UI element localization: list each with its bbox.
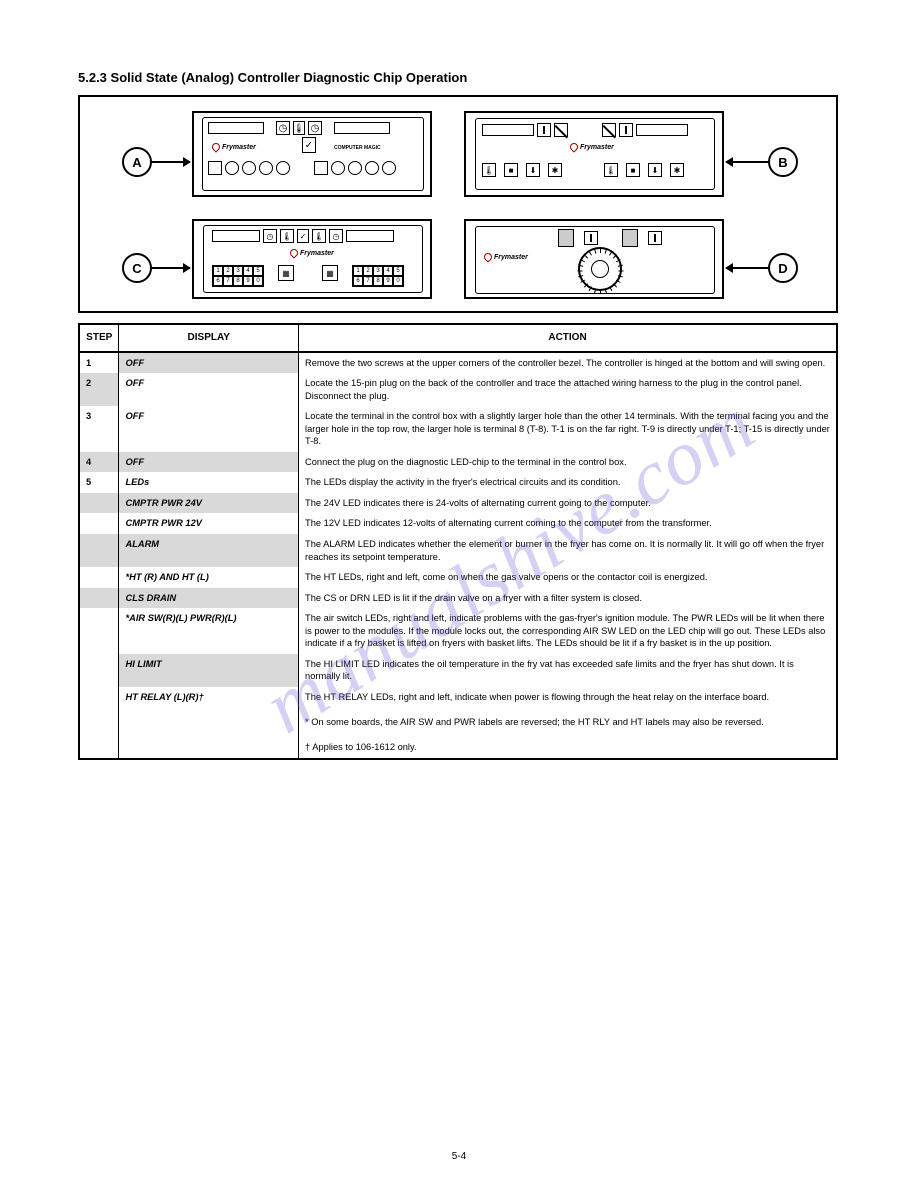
cell-action: The ALARM LED indicates whether the elem… [299, 534, 837, 567]
computer-magic-label: COMPUTER MAGIC [334, 145, 381, 151]
brand-logo: Frymaster [290, 249, 334, 257]
cell-step [79, 493, 119, 514]
table-row: 4OFFConnect the plug on the diagnostic L… [79, 452, 837, 473]
cell-step: 4 [79, 452, 119, 473]
arrow-d [726, 267, 768, 269]
cell-display: OFF [119, 352, 299, 374]
panel-label-a: A [122, 147, 152, 177]
col-header-step: STEP [79, 324, 119, 352]
diagnostic-steps-table: STEP DISPLAY ACTION 1OFFRemove the two s… [78, 323, 838, 760]
table-row: HI LIMITThe HI LIMIT LED indicates the o… [79, 654, 837, 687]
keypad-right: 12345 67890 [352, 265, 404, 287]
table-row: CLS DRAINThe CS or DRN LED is lit if the… [79, 588, 837, 609]
cell-action: Remove the two screws at the upper corne… [299, 352, 837, 374]
panel-label-b: B [768, 147, 798, 177]
table-row: ALARMThe ALARM LED indicates whether the… [79, 534, 837, 567]
cell-display: OFF [119, 406, 299, 452]
controller-panel-c: ◷🌡 ✓ 🌡◷ Frymaster 12345 67890 ▦ ▦ 12345 … [192, 219, 432, 299]
cell-step: 5 [79, 472, 119, 493]
section-heading: 5.2.3 Solid State (Analog) Controller Di… [78, 70, 840, 85]
keypad-left: 12345 67890 [212, 265, 264, 287]
cell-step [79, 608, 119, 654]
cell-action: Locate the terminal in the control box w… [299, 406, 837, 452]
col-header-display: DISPLAY [119, 324, 299, 352]
cell-display: LEDs [119, 472, 299, 493]
cell-action: The 12V LED indicates 12-volts of altern… [299, 513, 837, 534]
cell-action: The HT LEDs, right and left, come on whe… [299, 567, 837, 588]
panel-label-d: D [768, 253, 798, 283]
cell-display: HT RELAY (L)(R)† [119, 687, 299, 759]
cell-action: The CS or DRN LED is lit if the drain va… [299, 588, 837, 609]
cell-display: *AIR SW(R)(L) PWR(R)(L) [119, 608, 299, 654]
table-row: CMPTR PWR 24VThe 24V LED indicates there… [79, 493, 837, 514]
cell-step [79, 513, 119, 534]
cell-step [79, 534, 119, 567]
controller-panel-b: Frymaster 🌡 ■ ⬇ ✱ 🌡 ■ ⬇ ✱ [464, 111, 724, 197]
cell-display: CMPTR PWR 24V [119, 493, 299, 514]
col-header-action: ACTION [299, 324, 837, 352]
page-number: 5-4 [0, 1151, 918, 1162]
cell-action: Locate the 15-pin plug on the back of th… [299, 373, 837, 406]
controller-panel-a: ◷ 🌡 ◷ Frymaster ✓ COMPUTER MAGIC [192, 111, 432, 197]
cell-action: Connect the plug on the diagnostic LED-c… [299, 452, 837, 473]
cell-display: CLS DRAIN [119, 588, 299, 609]
cell-step [79, 567, 119, 588]
cell-step: 1 [79, 352, 119, 374]
cell-step [79, 687, 119, 759]
cell-display: HI LIMIT [119, 654, 299, 687]
table-row: *HT (R) AND HT (L)The HT LEDs, right and… [79, 567, 837, 588]
cell-step: 3 [79, 406, 119, 452]
cell-step: 2 [79, 373, 119, 406]
controller-panel-d: Frymaster [464, 219, 724, 299]
controller-panels-figure: A C B D ◷ 🌡 ◷ Frymaster ✓ COMPUTER MAGIC [78, 95, 838, 313]
table-row: HT RELAY (L)(R)†The HT RELAY LEDs, right… [79, 687, 837, 759]
temperature-knob [578, 247, 622, 291]
cell-display: CMPTR PWR 12V [119, 513, 299, 534]
arrow-c [152, 267, 190, 269]
cell-display: OFF [119, 452, 299, 473]
cell-step [79, 588, 119, 609]
cell-action: The 24V LED indicates there is 24-volts … [299, 493, 837, 514]
panel-label-c: C [122, 253, 152, 283]
cell-display: OFF [119, 373, 299, 406]
brand-logo: Frymaster [570, 143, 614, 151]
table-row: CMPTR PWR 12VThe 12V LED indicates 12-vo… [79, 513, 837, 534]
cell-action: The HI LIMIT LED indicates the oil tempe… [299, 654, 837, 687]
arrow-b [726, 161, 768, 163]
cell-display: *HT (R) AND HT (L) [119, 567, 299, 588]
table-row: 5LEDsThe LEDs display the activity in th… [79, 472, 837, 493]
cell-action: The LEDs display the activity in the fry… [299, 472, 837, 493]
table-row: 3OFFLocate the terminal in the control b… [79, 406, 837, 452]
brand-logo: Frymaster [484, 253, 528, 261]
table-row: 2OFFLocate the 15-pin plug on the back o… [79, 373, 837, 406]
table-row: 1OFFRemove the two screws at the upper c… [79, 352, 837, 374]
cell-step [79, 654, 119, 687]
table-row: *AIR SW(R)(L) PWR(R)(L)The air switch LE… [79, 608, 837, 654]
cell-action: The HT RELAY LEDs, right and left, indic… [299, 687, 837, 759]
brand-logo: Frymaster [212, 143, 256, 151]
cell-display: ALARM [119, 534, 299, 567]
cell-action: The air switch LEDs, right and left, ind… [299, 608, 837, 654]
arrow-a [152, 161, 190, 163]
